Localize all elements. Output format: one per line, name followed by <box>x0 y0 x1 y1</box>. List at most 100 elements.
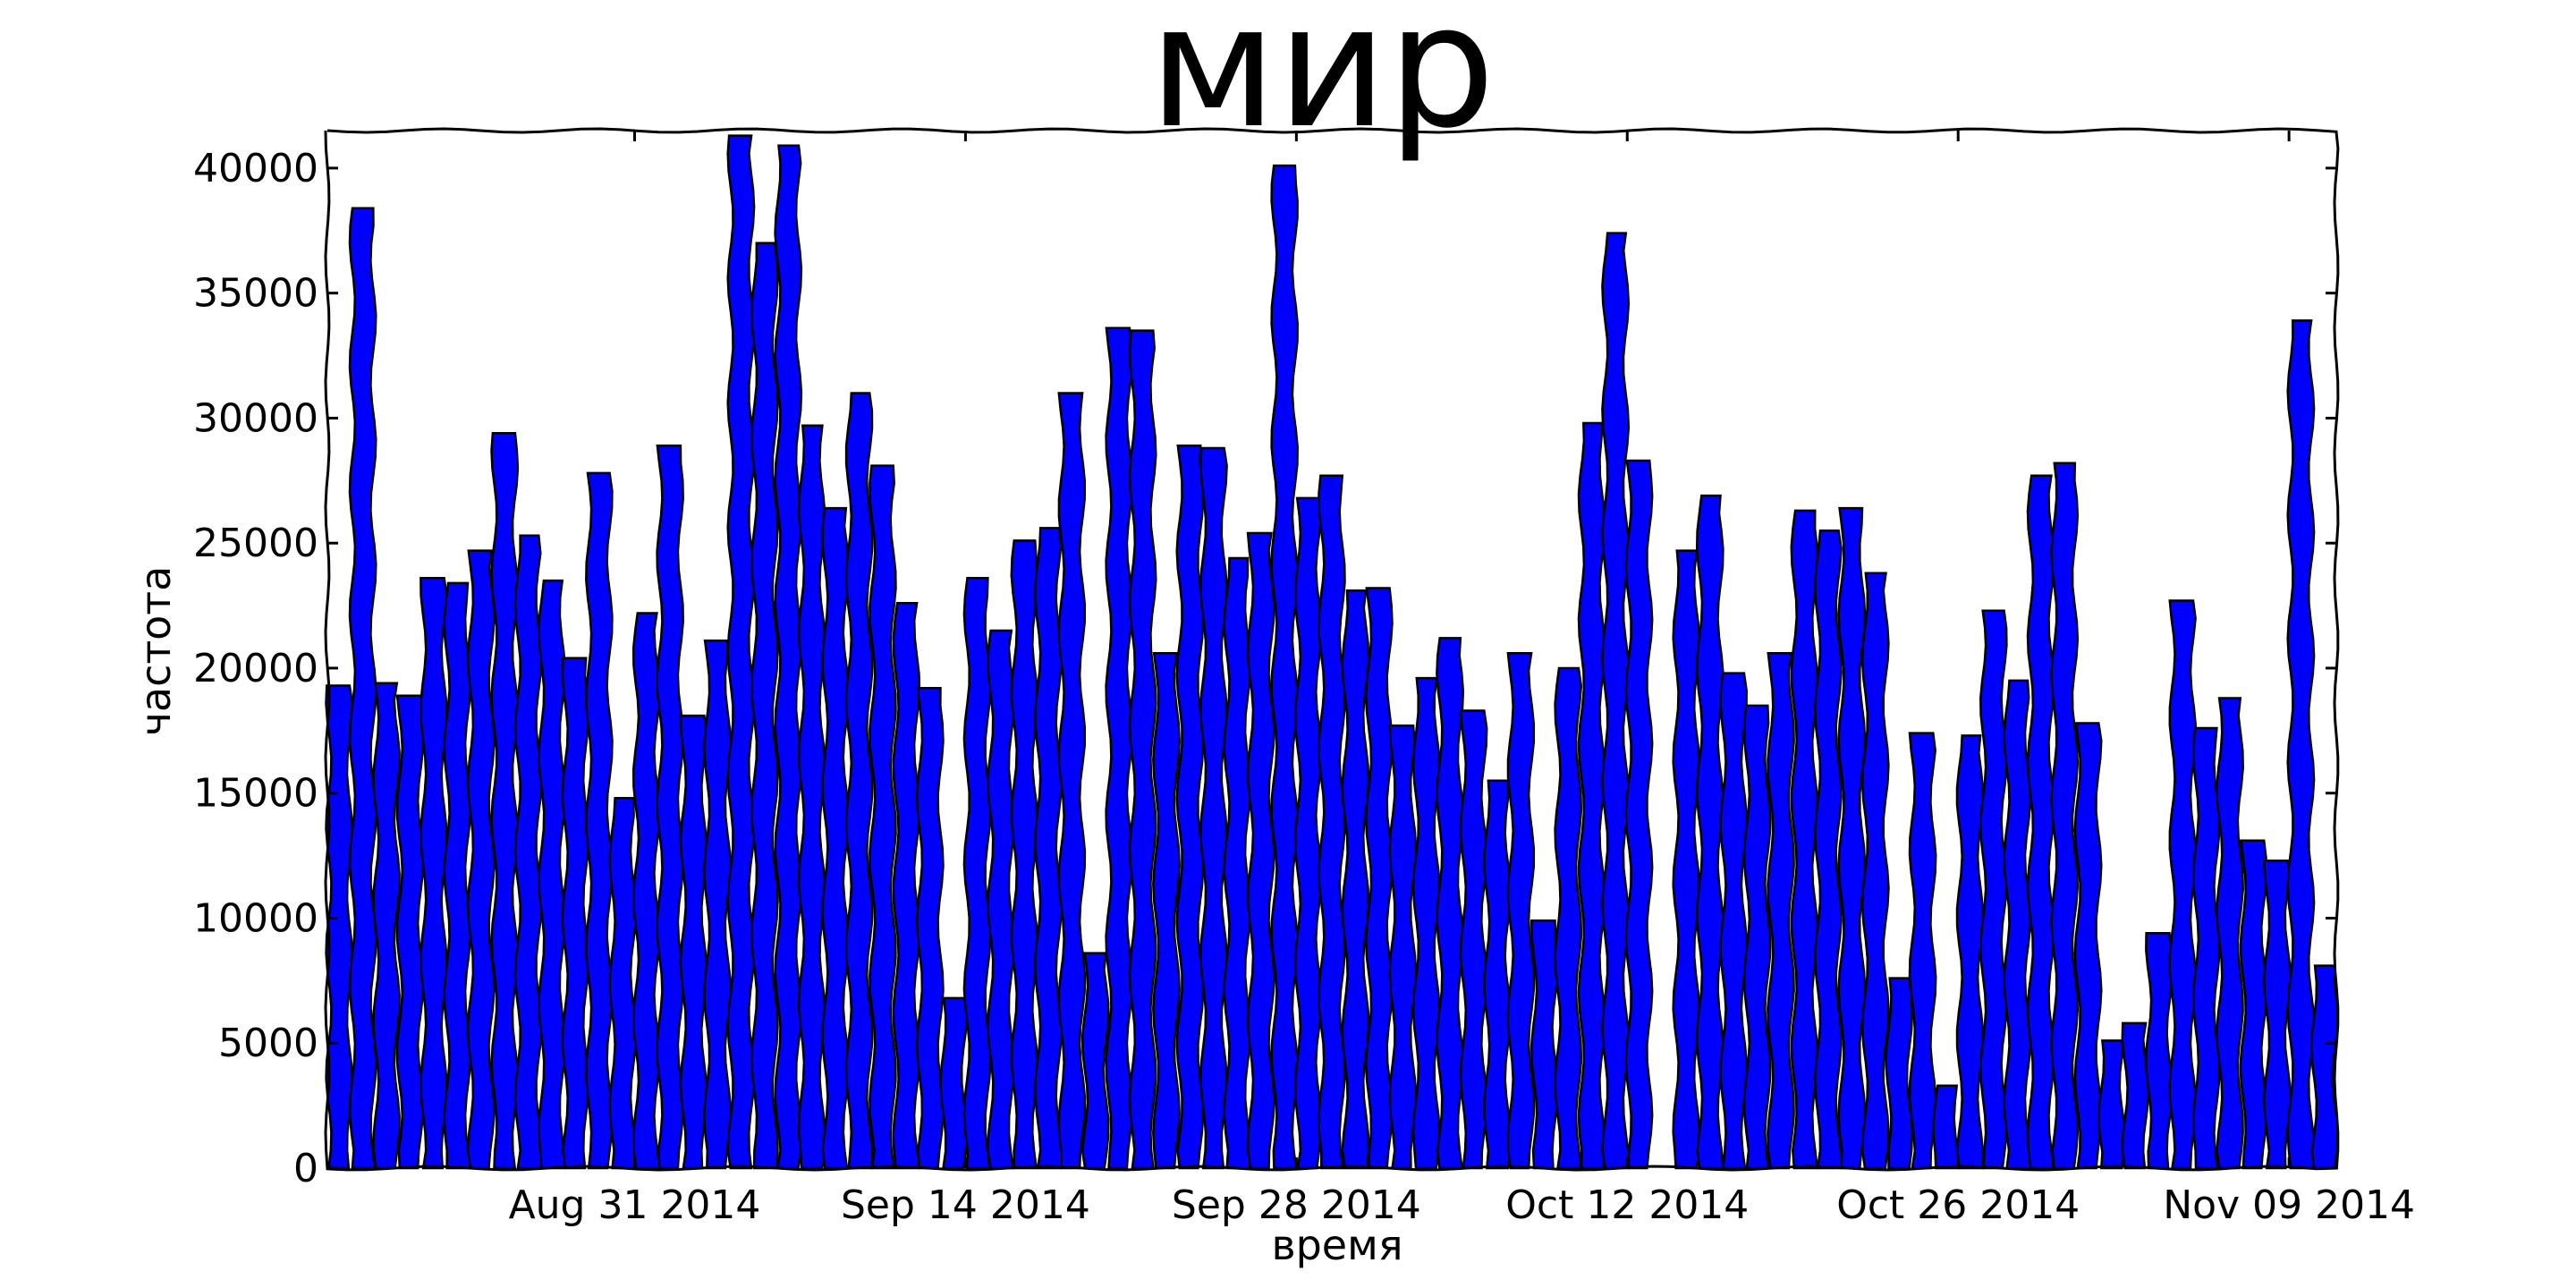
bar <box>750 242 779 1170</box>
bar <box>1246 531 1275 1170</box>
bar <box>1837 506 1867 1170</box>
bar <box>1672 549 1701 1170</box>
bar <box>1388 724 1418 1170</box>
bar <box>1577 421 1606 1170</box>
bar <box>1719 672 1748 1170</box>
bar <box>1175 444 1205 1170</box>
bar <box>325 684 354 1170</box>
bar <box>1601 232 1631 1170</box>
bar <box>372 682 401 1170</box>
bar <box>726 134 756 1170</box>
bar <box>679 714 708 1170</box>
bar <box>774 144 803 1170</box>
bar <box>1979 609 2008 1170</box>
y-axis-label: частота <box>131 566 180 737</box>
bar <box>1223 556 1252 1170</box>
bar <box>869 464 897 1170</box>
bar <box>962 577 992 1170</box>
bar <box>1318 474 1346 1170</box>
y-tick-label: 30000 <box>193 395 318 441</box>
bar <box>1341 589 1370 1170</box>
x-tick-label: Oct 26 2014 <box>1836 1182 2080 1228</box>
bar <box>1932 1084 1961 1170</box>
bar <box>2262 859 2292 1170</box>
bar <box>466 549 496 1170</box>
bar <box>1080 952 1110 1170</box>
bar <box>797 424 826 1170</box>
bar <box>1955 734 1985 1170</box>
bar <box>1695 494 1724 1170</box>
x-axis-label: время <box>1272 1221 1403 1269</box>
bar <box>821 506 850 1170</box>
x-tick-label: Sep 28 2014 <box>1172 1182 1421 1228</box>
bar <box>1790 509 1819 1170</box>
bar <box>2168 599 2198 1170</box>
bar <box>2097 1039 2126 1170</box>
bar <box>2191 726 2221 1170</box>
bar <box>1105 326 1134 1170</box>
bar <box>1270 164 1300 1170</box>
x-tick-label: Oct 12 2014 <box>1505 1182 1749 1228</box>
x-tick-label: Aug 31 2014 <box>509 1182 761 1228</box>
bar <box>348 207 377 1170</box>
bar <box>1459 709 1488 1170</box>
bar <box>2286 319 2316 1170</box>
y-tick-label: 5000 <box>218 1021 318 1066</box>
bar <box>1411 676 1441 1170</box>
bar <box>538 579 567 1170</box>
y-tick-label: 0 <box>293 1146 318 1191</box>
bar <box>2239 839 2268 1170</box>
bar <box>892 602 921 1170</box>
bar <box>1742 704 1772 1170</box>
bar <box>443 581 472 1170</box>
bar <box>1152 651 1181 1170</box>
bar <box>2026 474 2055 1170</box>
y-tick-label: 20000 <box>193 646 318 691</box>
bar <box>631 612 661 1170</box>
bar <box>1364 587 1394 1170</box>
bar <box>1908 732 1937 1170</box>
bar <box>1885 977 1914 1170</box>
bar <box>395 694 425 1170</box>
bar <box>656 444 684 1170</box>
bar <box>1128 329 1157 1170</box>
bar <box>2145 932 2174 1170</box>
bar <box>2073 722 2103 1170</box>
bar <box>2121 1021 2150 1170</box>
bar <box>1813 529 1843 1170</box>
bar <box>1506 651 1536 1170</box>
bar <box>703 639 732 1170</box>
bar <box>585 471 614 1170</box>
bar <box>513 534 543 1170</box>
bar <box>1010 539 1039 1170</box>
y-tick-label: 35000 <box>193 271 318 317</box>
bar <box>915 687 945 1170</box>
bar <box>987 629 1016 1170</box>
plot-frame <box>324 127 2340 1172</box>
x-axis: Aug 31 2014 Sep 14 2014 Sep 28 2014 Oct 12 … <box>509 131 2415 1228</box>
y-tick-label: 10000 <box>193 895 318 941</box>
x-tick-label: Sep 14 2014 <box>841 1182 1090 1228</box>
bar <box>561 657 590 1170</box>
bar <box>2003 679 2032 1170</box>
bar <box>419 577 448 1170</box>
x-tick-label: Nov 09 2014 <box>2163 1182 2415 1228</box>
bar <box>1034 527 1063 1170</box>
bar <box>1057 392 1087 1170</box>
bar <box>1860 572 1890 1170</box>
bar <box>844 392 874 1170</box>
chart-title: мир <box>1148 0 1495 165</box>
bar <box>1293 496 1323 1170</box>
bar <box>2216 697 2244 1170</box>
bar <box>1624 459 1654 1170</box>
y-tick-label: 15000 <box>193 771 318 817</box>
bar <box>939 996 969 1170</box>
y-axis: 0 5000 10000 15000 20000 25000 30000 35000 40000 <box>193 146 2336 1191</box>
bar <box>1199 446 1228 1170</box>
bar <box>1767 651 1795 1170</box>
y-tick-label: 40000 <box>193 146 318 191</box>
bar <box>1483 779 1512 1170</box>
bar <box>490 431 520 1170</box>
bar <box>2050 462 2080 1170</box>
